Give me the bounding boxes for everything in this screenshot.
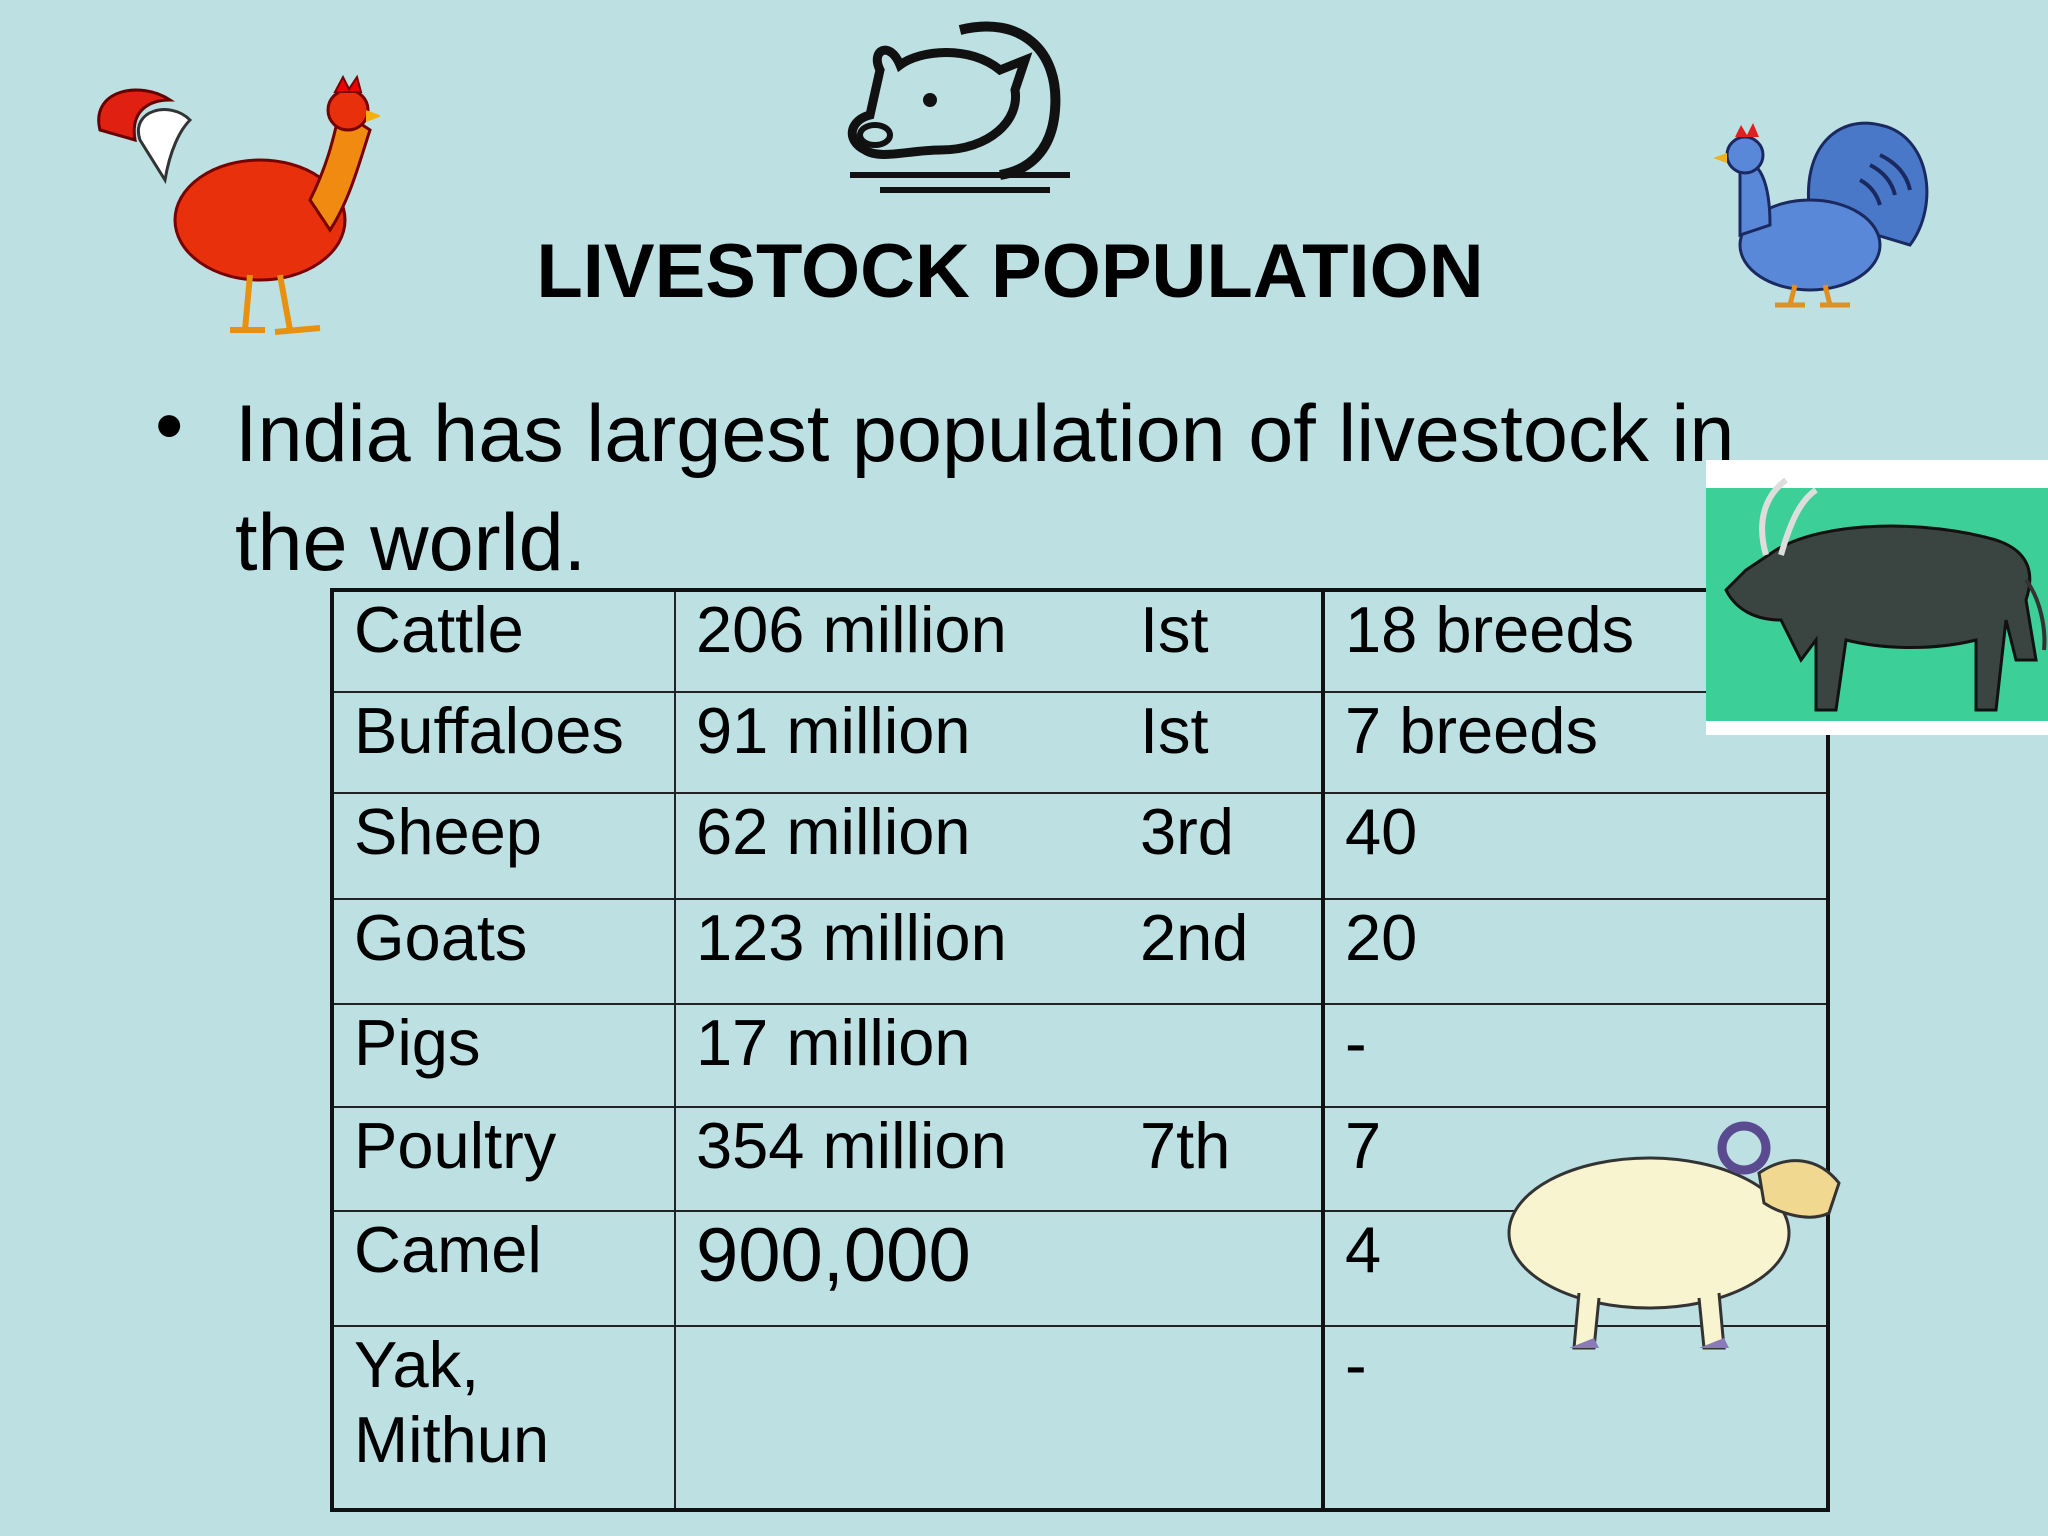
breeds-cell: - bbox=[1322, 1003, 1829, 1108]
animal-cell: Yak, Mithun bbox=[331, 1325, 676, 1511]
animal-cell: Camel bbox=[331, 1210, 676, 1327]
population-cell: 91 million Ist bbox=[674, 691, 1325, 794]
world-rank: 7th bbox=[1140, 1109, 1231, 1182]
world-rank: Ist bbox=[1140, 593, 1209, 666]
animal-cell: Pigs bbox=[331, 1003, 676, 1108]
table-row: Buffaloes 91 million Ist 7 breeds bbox=[331, 691, 1829, 794]
table-row: Poultry 354 million 7th 7 bbox=[331, 1106, 1829, 1212]
blue-rooster bbox=[1713, 121, 1929, 308]
world-rank: 3rd bbox=[1140, 795, 1234, 868]
breeds-cell: - bbox=[1322, 1325, 1829, 1511]
pig-icon bbox=[848, 21, 1070, 193]
table-row: Cattle 206 million Ist 18 breeds bbox=[331, 589, 1829, 693]
table-row: Yak, Mithun - bbox=[331, 1325, 1829, 1511]
breeds-cell: 40 bbox=[1322, 792, 1829, 900]
population: 91 million bbox=[696, 694, 971, 767]
ox-picture bbox=[1706, 460, 2048, 735]
red-rooster bbox=[97, 74, 380, 335]
population-cell: 206 million Ist bbox=[674, 589, 1325, 693]
table-row: Goats 123 million 2nd 20 bbox=[331, 898, 1829, 1005]
population: 900,000 bbox=[696, 1213, 971, 1298]
title: LIVESTOCK POPULATION bbox=[536, 229, 1484, 314]
population-cell: 62 million 3rd bbox=[674, 792, 1325, 900]
animal-cell: Buffaloes bbox=[331, 691, 676, 794]
breeds-cell: 20 bbox=[1322, 898, 1829, 1005]
population-cell: 354 million 7th bbox=[674, 1106, 1325, 1212]
animal-cell: Poultry bbox=[331, 1106, 676, 1212]
population-cell: 123 million 2nd bbox=[674, 898, 1325, 1005]
animal-cell: Goats bbox=[331, 898, 676, 1005]
sheep bbox=[1507, 1121, 1841, 1350]
population: 354 million bbox=[696, 1109, 1007, 1182]
population-cell: 900,000 bbox=[674, 1210, 1325, 1327]
population: 17 million bbox=[696, 1006, 971, 1079]
bullet-marker: • bbox=[155, 381, 184, 471]
population: 123 million bbox=[696, 901, 1007, 974]
table-row: Pigs 17 million - bbox=[331, 1003, 1829, 1108]
population-cell bbox=[674, 1325, 1325, 1511]
population: 62 million bbox=[696, 795, 971, 868]
bullet-text: India has largest population of livestoc… bbox=[235, 389, 1735, 588]
table-row: Sheep 62 million 3rd 40 bbox=[331, 792, 1829, 900]
world-rank: 2nd bbox=[1140, 901, 1249, 974]
livestock-table: Cattle 206 million Ist 18 breeds Buffaloes 91… bbox=[330, 588, 1830, 1512]
animal-cell: Cattle bbox=[331, 589, 676, 693]
population-cell: 17 million bbox=[674, 1003, 1325, 1108]
animal-cell: Sheep bbox=[331, 792, 676, 900]
world-rank: Ist bbox=[1140, 694, 1209, 767]
population: 206 million bbox=[696, 593, 1007, 666]
